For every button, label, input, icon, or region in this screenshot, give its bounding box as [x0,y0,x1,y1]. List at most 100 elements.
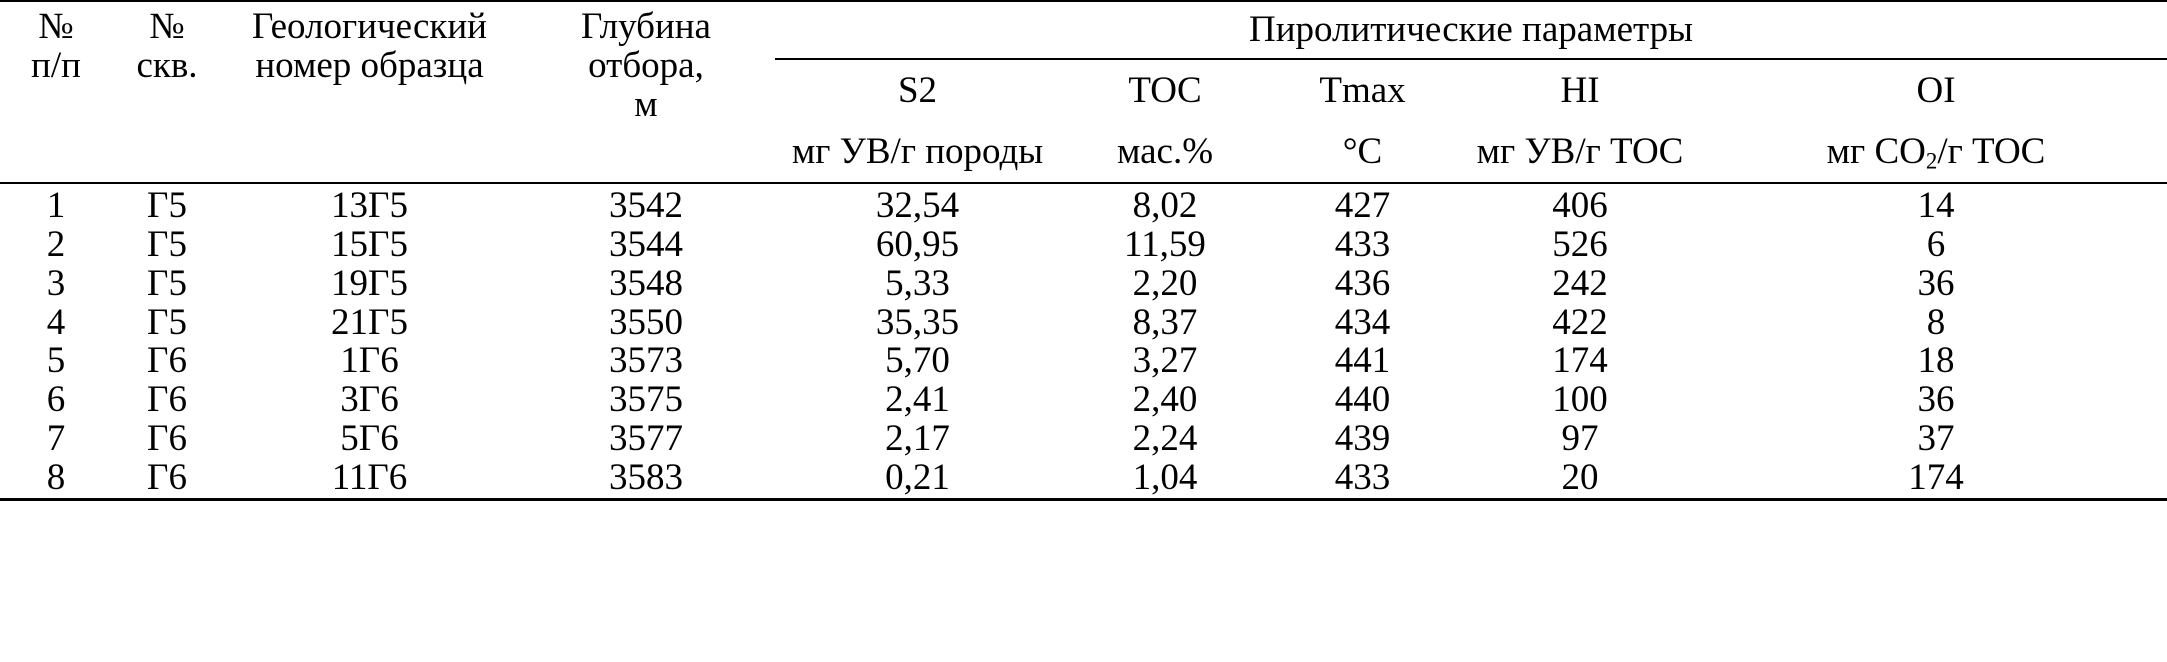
cell-s2: 5,70 [885,340,950,382]
table-row: 7 Г6 5Г6 3577 2,17 2,24 439 97 37 [0,418,2167,460]
cell-hi: 242 [1552,262,1608,304]
cell-well: Г6 [112,458,222,501]
cell-toc: 8,37 [1132,301,1198,343]
cell-toc: 2,40 [1132,379,1198,421]
cell-well: Г6 [147,379,187,421]
table-row: 1 Г5 13Г5 3542 32,54 8,02 427 406 14 [0,183,2167,226]
cell-hi: 174 [1552,340,1608,382]
header-depth-line1: Глубина [581,6,711,47]
cell-oi: 6 [1926,223,1946,265]
header-oi-unit-pre: мг CO [1826,130,1926,172]
header-oi: OI [1916,69,1956,111]
cell-toc: 11,59 [1124,223,1206,265]
cell-well: Г5 [147,262,187,304]
cell-oi: 8 [1926,301,1946,343]
cell-tmax: 436 [1334,262,1391,304]
table-row: 6 Г6 3Г6 3575 2,41 2,40 440 100 36 [0,379,2167,421]
cell-oi: 36 [1917,379,1955,421]
header-toc: TOC [1128,69,1202,111]
pyrolysis-table: № п/п № скв. Геологический номер образца… [0,0,2167,501]
cell-depth: 3550 [609,301,683,343]
cell-depth: 3583 [517,458,775,501]
header-well-number: № скв. [112,0,222,184]
cell-tmax: 433 [1334,223,1391,265]
header-pyrolytic-parameters: Пиролитические параметры [775,0,2167,60]
cell-sample: 19Г5 [331,262,408,304]
header-depth-line2: отбора, [588,44,704,86]
cell-hi: 100 [1552,379,1608,421]
header-sample-number-line2: номер образца [255,44,484,86]
cell-sample: 1Г6 [340,340,399,382]
cell-well: Г5 [147,301,187,343]
table-header: № п/п № скв. Геологический номер образца… [0,0,2167,184]
header-depth-line3: м [634,83,658,125]
cell-oi: 18 [1917,340,1955,382]
table-row: 2 Г5 15Г5 3544 60,95 11,59 433 526 6 [0,223,2167,265]
header-s2-unit: мг УВ/г породы [775,122,1060,184]
cell-hi: 406 [1552,185,1608,226]
cell-row-number: 1 [46,185,66,226]
header-oi-unit-sub: 2 [1925,148,1938,174]
cell-oi: 14 [1917,185,1955,226]
cell-sample: 5Г6 [340,418,399,460]
cell-oi: 36 [1917,262,1955,304]
header-s2: S2 [897,69,938,111]
header-sample-number: Геологический номер образца [222,0,517,184]
cell-tmax: 439 [1334,418,1391,460]
cell-depth: 3548 [609,262,683,304]
cell-sample: 11Г6 [222,458,517,501]
header-hi: HI [1560,69,1600,111]
cell-hi: 97 [1561,418,1599,460]
cell-row-number: 5 [46,340,66,382]
cell-hi: 20 [1455,458,1705,501]
cell-s2: 35,35 [875,301,960,343]
header-depth: Глубина отбора, м [517,0,775,184]
table-body: 1 Г5 13Г5 3542 32,54 8,02 427 406 14 2 Г… [0,183,2167,501]
cell-row-number: 7 [46,418,66,460]
cell-depth: 3573 [609,340,683,382]
cell-row-number: 3 [46,262,66,304]
cell-sample: 15Г5 [331,223,408,265]
cell-depth: 3575 [609,379,683,421]
cell-row-number: 8 [0,458,112,501]
cell-toc: 2,20 [1132,262,1198,304]
cell-well: Г6 [147,340,187,382]
header-row-number: № п/п [0,0,112,184]
cell-s2: 2,17 [885,418,950,460]
cell-row-number: 2 [46,223,66,265]
cell-s2: 5,33 [885,262,950,304]
cell-toc: 2,24 [1132,418,1198,460]
cell-s2: 2,41 [885,379,950,421]
header-well-number-line2: скв. [136,44,198,86]
cell-row-number: 4 [46,301,66,343]
cell-s2: 60,95 [875,223,960,265]
cell-oi: 37 [1917,418,1955,460]
header-tmax-unit: °С [1270,122,1455,184]
header-row-number-line2: п/п [31,44,81,86]
header-tmax: Tmax [1319,69,1406,111]
header-hi-unit: мг УВ/г TOC [1455,122,1705,184]
cell-hi: 526 [1552,223,1608,265]
cell-row-number: 6 [46,379,66,421]
table-row: 5 Г6 1Г6 3573 5,70 3,27 441 174 18 [0,342,2167,381]
cell-depth: 3542 [609,185,683,226]
cell-tmax: 441 [1334,340,1391,382]
cell-well: Г5 [147,223,187,265]
cell-tmax: 427 [1334,185,1391,226]
header-sample-number-line1: Геологический [252,6,487,47]
cell-well: Г5 [147,185,187,226]
header-toc-unit: мас.% [1060,122,1270,184]
header-oi-unit: мг CO2/г TOC [1705,122,2167,184]
header-well-number-line1: № [149,6,185,47]
table-row: 8 Г6 11Г6 3583 0,21 1,04 433 20 174 [0,458,2167,501]
cell-depth: 3577 [609,418,683,460]
cell-toc: 1,04 [1060,458,1270,501]
cell-tmax: 440 [1334,379,1391,421]
header-oi-unit-post: /г TOC [1937,130,2046,172]
cell-hi: 422 [1552,301,1608,343]
cell-s2: 32,54 [875,185,960,226]
cell-depth: 3544 [609,223,683,265]
cell-toc: 8,02 [1132,185,1198,226]
cell-well: Г6 [147,418,187,460]
cell-toc: 3,27 [1132,340,1198,382]
